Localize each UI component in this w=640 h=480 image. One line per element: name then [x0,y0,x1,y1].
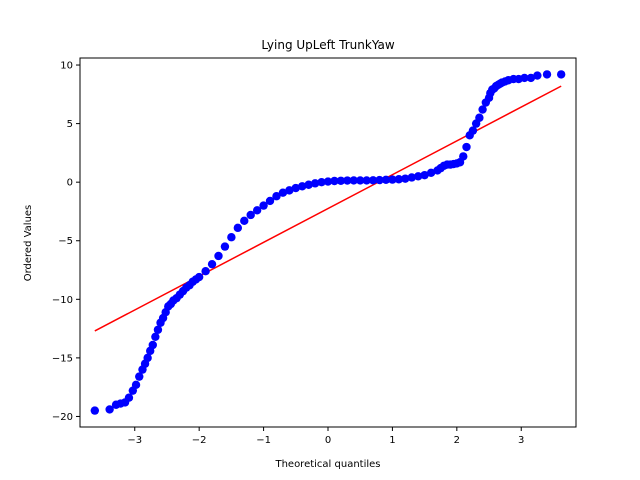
fit-line-layer [94,85,562,332]
data-point [131,380,141,390]
x-tick-label: 3 [518,435,524,446]
data-point [375,175,384,185]
y-tick-label: −20 [52,412,73,423]
y-tick-label: 5 [67,119,73,130]
y-tick-label: 0 [67,178,73,189]
data-point [220,242,230,251]
y-axis: −20 −15 −10 −5 0 5 10 [52,61,80,423]
y-tick-label: −10 [52,295,73,306]
data-point [201,267,210,276]
data-point [233,223,243,233]
data-point [151,332,160,341]
data-point [207,259,217,269]
data-point [227,233,236,242]
data-point [468,126,478,135]
data-point [426,168,436,177]
data-point [310,179,320,188]
x-tick-label: 1 [389,435,395,446]
y-tick-label: −5 [58,236,73,247]
data-point [124,393,134,402]
data-point [317,177,326,187]
x-axis-label: Theoretical quantiles [274,459,380,470]
data-point [542,70,552,79]
data-point [323,177,333,186]
x-tick-label: −1 [256,435,271,446]
data-point [272,192,281,201]
data-point [246,210,255,220]
data-point [356,176,365,185]
data-point [556,70,566,79]
data-point [401,174,410,183]
data-point [135,372,144,381]
data-point [420,170,429,180]
data-point [330,176,339,186]
x-tick-label: −3 [127,435,142,446]
x-axis: −3 −2 −1 0 1 2 3 [127,427,524,446]
data-point [368,176,378,185]
data-point [285,186,294,195]
x-tick-label: 2 [454,435,460,446]
data-point [194,272,204,282]
data-point [304,180,313,189]
data-point [291,183,300,193]
y-tick-label: −15 [52,353,73,364]
data-point [252,206,262,215]
data-point [413,172,423,181]
x-tick-label: 0 [325,435,331,446]
points-layer [90,70,566,415]
data-point [214,251,223,261]
data-point [520,73,529,83]
data-point [343,176,352,185]
data-point [298,182,307,191]
data-point [362,176,371,185]
data-point [105,405,114,414]
data-point [394,175,404,184]
data-point [407,173,416,182]
data-point [278,188,288,197]
data-point [240,216,249,226]
fit-line [94,85,562,332]
data-point [478,105,487,114]
data-point [526,73,536,83]
y-tick-label: 10 [60,61,73,72]
y-axis-label: Ordered Values [23,205,34,282]
data-point [388,175,397,184]
data-point [153,325,163,334]
x-tick-label: −2 [192,435,207,446]
data-point [462,142,471,152]
data-point [90,406,100,415]
data-point [336,176,346,185]
data-point [459,152,468,161]
chart-title: Lying UpLeft TrunkYaw [261,38,395,52]
data-point [148,340,157,350]
data-point [349,176,358,185]
data-point [265,196,275,206]
data-point [143,353,152,363]
data-point [381,175,391,185]
data-point [475,113,484,122]
data-point [533,71,542,80]
data-point [259,201,268,210]
